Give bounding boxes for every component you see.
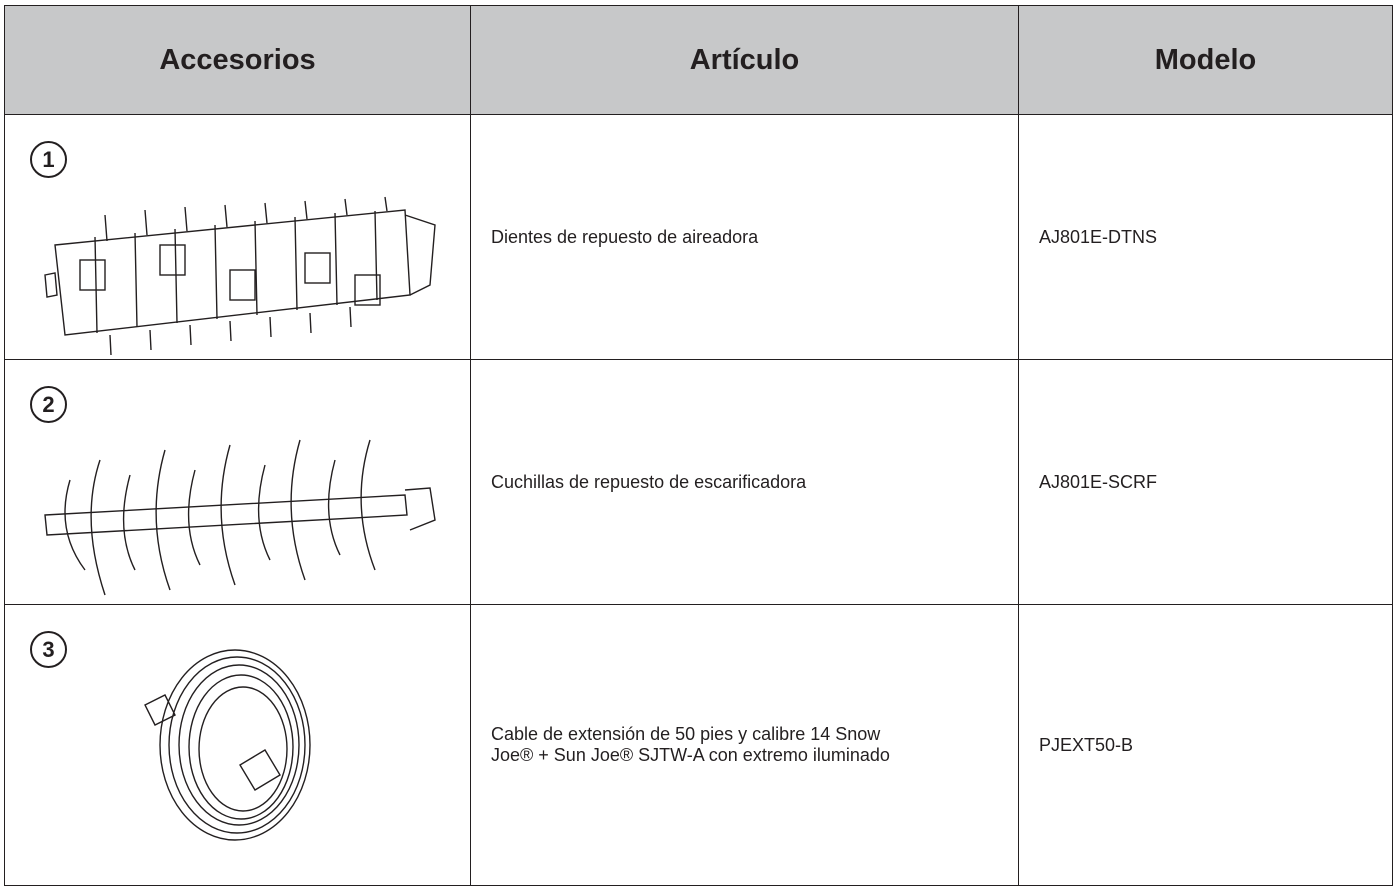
row: 2 Cuchillas de repuesto de escarificador… xyxy=(4,359,1393,605)
item-number: 2 xyxy=(30,386,67,423)
header-row: Accesorios Artículo Modelo xyxy=(4,5,1393,115)
header-cell: Accesorios xyxy=(4,5,471,115)
image-cell: 2 xyxy=(4,359,471,605)
image-cell: 3 xyxy=(4,604,471,886)
item-number: 3 xyxy=(30,631,67,668)
model-cell: PJEXT50-B xyxy=(1018,604,1393,886)
header-cell: Artículo xyxy=(470,5,1019,115)
row: 3 Cable de extensión de 50 pies y calibr… xyxy=(4,604,1393,886)
header-cell: Modelo xyxy=(1018,5,1393,115)
item-text: Dientes de repuesto de aireadora xyxy=(491,226,759,247)
item-cell: Dientes de repuesto de aireadora xyxy=(470,114,1019,360)
row: 1 Dientes de repuesto de aireadora AJ801… xyxy=(4,114,1393,360)
extension-cord-illustration xyxy=(144,649,311,841)
model-text: PJEXT50-B xyxy=(1039,734,1134,755)
aerator-tines-illustration xyxy=(44,196,436,355)
model-text: AJ801E-DTNS xyxy=(1039,226,1158,247)
item-text: Cable de extensión de 50 pies y calibre … xyxy=(491,724,890,765)
model-text: AJ801E-SCRF xyxy=(1039,471,1158,492)
item-text: Cuchillas de repuesto de escarificadora xyxy=(491,471,807,492)
item-cell: Cuchillas de repuesto de escarificadora xyxy=(470,359,1019,605)
model-cell: AJ801E-SCRF xyxy=(1018,359,1393,605)
image-cell: 1 xyxy=(4,114,471,360)
accessories-table: Accesorios Artículo Modelo 1 Dientes de … xyxy=(4,5,1393,886)
item-number: 1 xyxy=(30,141,67,178)
item-cell: Cable de extensión de 50 pies y calibre … xyxy=(470,604,1019,886)
scarifier-blades-illustration xyxy=(44,439,436,596)
model-cell: AJ801E-DTNS xyxy=(1018,114,1393,360)
